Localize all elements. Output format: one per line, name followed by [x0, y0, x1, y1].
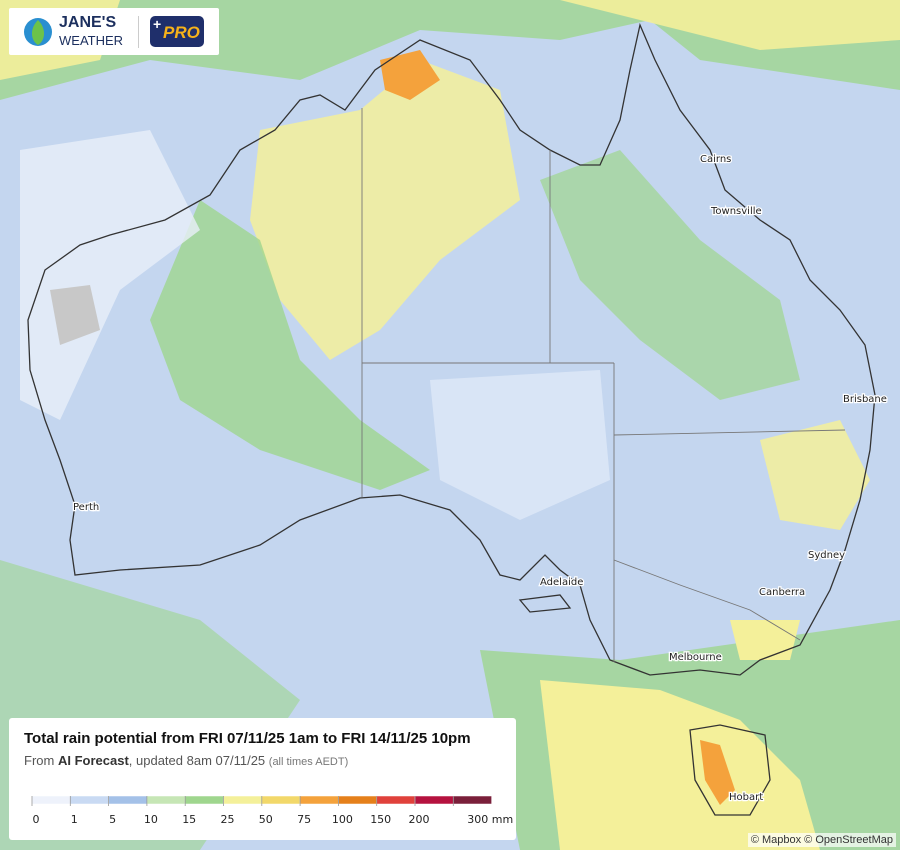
- scale-label: 50: [259, 813, 273, 826]
- pro-badge: + PRO: [150, 16, 204, 47]
- scale-label: 200: [409, 813, 430, 826]
- scale-swatch: [184, 795, 224, 805]
- place-label: Sydney: [808, 550, 845, 561]
- scale-swatch: [108, 795, 148, 805]
- scale-swatch: [414, 795, 454, 805]
- subtitle-source: AI Forecast: [57, 753, 129, 768]
- scale-swatch: [146, 795, 186, 805]
- scale-label: 150: [370, 813, 391, 826]
- brand-line1: JANE'S: [59, 14, 117, 31]
- scale-label: 15: [182, 813, 196, 826]
- scale-label: 300 mm: [467, 813, 513, 826]
- subtitle-updated: , updated 8am 07/11/25: [128, 753, 266, 768]
- place-label: Hobart: [729, 792, 763, 803]
- place-label: Canberra: [759, 587, 805, 598]
- scale-label: 75: [297, 813, 311, 826]
- attribution[interactable]: © Mapbox © OpenStreetMap: [747, 833, 896, 847]
- color-scale: 0 1 5 10 15 25 50 75 100 150 200 300 mm: [31, 795, 513, 826]
- state-borders: [361, 108, 846, 662]
- legend-panel: Total rain potential from FRI 07/11/25 1…: [9, 718, 516, 840]
- scale-label: 0: [33, 813, 40, 826]
- place-label: Perth: [73, 502, 99, 513]
- coastline: [27, 22, 876, 816]
- place-label: Townsville: [710, 206, 762, 217]
- scale-label: 100: [332, 813, 353, 826]
- subtitle-prefix: From: [24, 753, 55, 768]
- place-labels: Cairns Townsville Brisbane Sydney Canber…: [72, 153, 888, 805]
- place-label: Melbourne: [669, 652, 722, 663]
- brand-line2: WEATHER: [59, 33, 124, 48]
- logo-icon: [24, 18, 52, 46]
- scale-swatch: [70, 795, 109, 805]
- scale-swatch: [453, 795, 492, 805]
- place-label: Cairns: [700, 154, 731, 165]
- scale-label: 25: [221, 813, 235, 826]
- divider: [138, 16, 139, 48]
- scale-swatch: [223, 795, 263, 805]
- place-label: Brisbane: [843, 394, 887, 405]
- legend-subtitle: From AI Forecast, updated 8am 07/11/25 (…: [24, 753, 348, 768]
- scale-label: 10: [144, 813, 158, 826]
- place-label: Adelaide: [540, 577, 583, 588]
- legend-title: Total rain potential from FRI 07/11/25 1…: [24, 730, 471, 747]
- subtitle-note: (all times AEDT): [268, 756, 349, 768]
- scale-swatch: [338, 795, 377, 805]
- scale-swatch: [31, 795, 71, 805]
- scale-swatch: [261, 795, 301, 805]
- scale-label: 5: [109, 813, 116, 826]
- scale-label: 1: [71, 813, 78, 826]
- logo[interactable]: JANE'S WEATHER + PRO: [9, 8, 219, 55]
- scale-swatch: [376, 795, 416, 805]
- scale-swatch: [299, 795, 339, 805]
- badge-text: PRO: [163, 23, 200, 42]
